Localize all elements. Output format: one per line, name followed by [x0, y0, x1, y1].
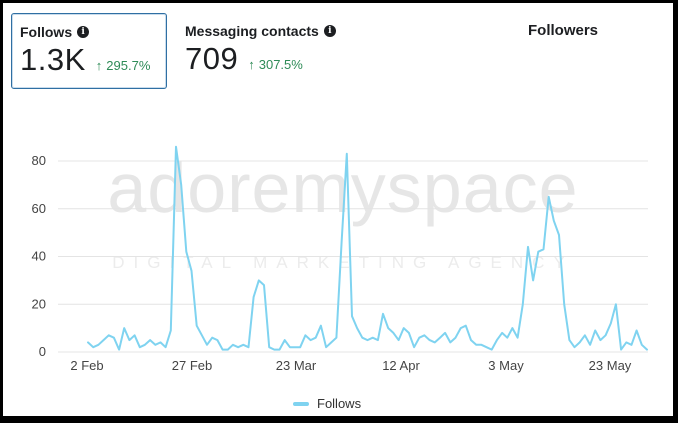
messaging-contacts-change: ↑ 307.5% — [248, 57, 303, 72]
follows-change-value: 295.7% — [106, 58, 151, 73]
up-arrow-icon: ↑ — [95, 58, 103, 73]
info-icon[interactable]: i — [323, 25, 336, 37]
follows-change: ↑ 295.7% — [96, 58, 151, 73]
follows-card-label: Follows — [20, 24, 73, 40]
y-tick-label: 60 — [32, 201, 46, 216]
messaging-contacts-label: Messaging contacts — [185, 23, 319, 39]
x-tick-label: 12 Apr — [382, 358, 420, 373]
follows-value: 1.3K — [20, 42, 86, 77]
y-tick-label: 40 — [32, 249, 46, 264]
x-tick-label: 2 Feb — [70, 358, 103, 373]
info-icon[interactable]: i — [77, 26, 90, 38]
x-tick-label: 3 May — [488, 358, 524, 373]
y-tick-label: 80 — [32, 153, 46, 168]
messaging-contacts-value: 709 — [185, 41, 239, 76]
messaging-contacts-card[interactable]: Messaging contacts i 709 ↑ 307.5% — [177, 13, 377, 89]
chart-legend[interactable]: Follows — [293, 396, 361, 411]
follows-line-chart: 0 20 40 60 80 2 Feb 27 Feb 23 Mar 12 Apr 3 May 23 … — [32, 145, 648, 373]
up-arrow-icon: ↑ — [248, 57, 255, 72]
legend-label: Follows — [317, 396, 362, 411]
y-tick-label: 20 — [32, 296, 46, 311]
follows-card[interactable]: Follows i 1.3K ↑ 295.7% — [11, 13, 167, 89]
x-tick-label: 23 May — [589, 358, 632, 373]
legend-swatch — [293, 401, 309, 406]
series-line-follows — [87, 145, 648, 351]
messaging-contacts-change-value: 307.5% — [258, 57, 303, 72]
y-tick-label: 0 — [39, 344, 46, 359]
x-tick-label: 27 Feb — [172, 358, 212, 373]
x-tick-label: 23 Mar — [276, 358, 317, 373]
followers-tab[interactable]: Followers — [528, 22, 599, 39]
insights-panel: Follows i 1.3K ↑ 295.7% Messaging contac… — [3, 3, 673, 416]
